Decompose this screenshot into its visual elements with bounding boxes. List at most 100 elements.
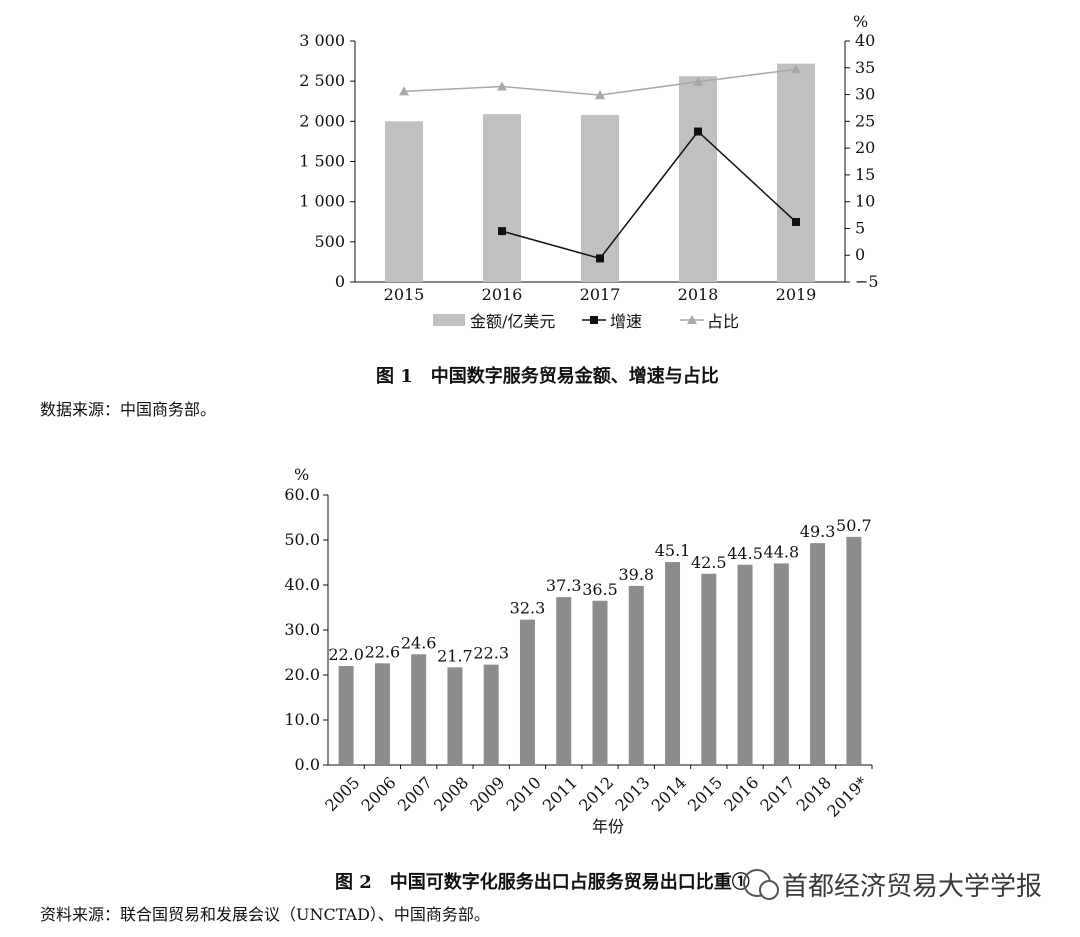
f2-bar: [338, 666, 354, 765]
f2-caption: 图 2 中国可数字化服务出口占服务贸易出口比重①: [335, 871, 750, 893]
f2-y-tick-label: 40.0: [284, 575, 320, 594]
f2-y-tick-label: 60.0: [284, 485, 320, 504]
f1-right-unit: %: [853, 12, 868, 31]
f2-bar: [411, 654, 427, 765]
f2-x-tick-label: 2005: [321, 773, 363, 815]
f2-y-tick-label: 20.0: [284, 665, 320, 684]
f1-right-tick-label: 35: [855, 58, 875, 77]
f2-bar: [628, 585, 644, 765]
f2-x-tick-label: 2009: [466, 773, 508, 815]
f2-bar-value-label: 49.3: [800, 522, 836, 541]
f1-right-tick-label: 5: [855, 218, 865, 237]
legend-amount-label: 金额/亿美元: [470, 312, 555, 331]
f1-right-tick-label: 25: [855, 111, 875, 130]
f2-bar: [773, 563, 789, 765]
f2-bar: [519, 619, 535, 765]
f1-left-tick-label: 2 500: [299, 71, 345, 90]
f2-bar: [665, 562, 681, 765]
f1-left-tick-label: 1 000: [299, 192, 345, 211]
f2-bar-value-label: 44.8: [764, 542, 800, 561]
f2-y-tick-label: 50.0: [284, 530, 320, 549]
f2-bar: [701, 573, 717, 765]
f1-right-tick-label: 30: [855, 85, 875, 104]
f2-bar: [846, 536, 862, 765]
f2-bar-value-label: 37.3: [546, 576, 582, 595]
f2-y-tick-label: 30.0: [284, 620, 320, 639]
legend-growth-marker: [590, 316, 598, 324]
f1-source-note: 数据来源：中国商务部。: [40, 400, 216, 419]
f2-bar-value-label: 45.1: [655, 541, 691, 560]
f2-bar-value-label: 44.5: [727, 544, 763, 563]
f2-bar-value-label: 50.7: [836, 516, 872, 535]
f2-x-tick-label: 2015: [684, 773, 726, 815]
f1-right-tick-label: 0: [855, 245, 865, 264]
f2-x-tick-label: 2008: [430, 773, 472, 815]
watermark-text: 首都经济贸易大学学报: [782, 872, 1042, 902]
f2-x-tick-label: 2013: [611, 773, 653, 815]
f2-bar-value-label: 22.3: [473, 644, 509, 663]
watermark: 首都经济贸易大学学报: [743, 869, 1042, 902]
f2-bar-value-label: 39.8: [618, 565, 654, 584]
f1-growth-point: [498, 227, 506, 236]
f1-left-tick-label: 1 500: [299, 152, 345, 171]
f1-left-tick-label: 0: [335, 272, 345, 291]
legend-share-label: 占比: [707, 312, 739, 331]
f1-caption: 图 1 中国数字服务贸易金额、增速与占比: [376, 365, 719, 387]
f1-right-tick-label: 40: [855, 31, 875, 50]
f1-x-tick-label: 2017: [580, 285, 621, 304]
f1-x-tick-label: 2015: [384, 285, 425, 304]
f1-right-tick-label: −5: [855, 272, 879, 291]
f1-share-point: [791, 64, 801, 74]
f2-x-tick-label: 2011: [539, 773, 581, 815]
f1-share-point: [693, 76, 703, 86]
f2-x-title: 年份: [592, 817, 624, 836]
f1-right-tick-label: 10: [855, 192, 875, 211]
f1-share-point: [497, 81, 507, 91]
f1-bar: [777, 63, 815, 283]
f1-left-tick-label: 500: [314, 232, 345, 251]
f2-bar-value-label: 24.6: [401, 633, 437, 652]
f2-x-tick-label: 2016: [720, 773, 762, 815]
f1-growth-point: [596, 254, 604, 263]
f2-bar-value-label: 42.5: [691, 553, 727, 572]
f2-bar: [483, 664, 499, 765]
f1-x-tick-label: 2016: [482, 285, 523, 304]
f1-share-point: [595, 90, 605, 100]
f2-bar: [447, 667, 463, 765]
f2-y-tick-label: 0.0: [295, 755, 320, 774]
f2-source-note: 资料来源：联合国贸易和发展会议（UNCTAD）、中国商务部。: [40, 905, 490, 924]
f1-share-point: [399, 86, 409, 96]
f2-bar: [810, 543, 826, 765]
f1-left-tick-label: 3 000: [299, 31, 345, 50]
f1-bar: [385, 121, 423, 282]
f2-x-tick-label: 2017: [756, 773, 798, 815]
f1-right-tick-label: 20: [855, 138, 875, 157]
legend-share-marker: [687, 315, 697, 324]
f2-bar: [556, 597, 572, 765]
f1-x-tick-label: 2019: [776, 285, 817, 304]
legend-growth-label: 增速: [610, 312, 642, 331]
f1-x-tick-label: 2018: [678, 285, 719, 304]
f2-bar-value-label: 22.6: [365, 642, 401, 661]
legend-bar-swatch: [433, 314, 465, 326]
wechat-icon-bubble: [759, 880, 779, 900]
f1-legend: 金额/亿美元 增速 占比: [433, 312, 739, 331]
f1-right-tick-label: 15: [855, 165, 875, 184]
f2-bar-value-label: 36.5: [582, 580, 618, 599]
f2-bar-value-label: 21.7: [437, 646, 473, 665]
f1-growth-line: [501, 130, 797, 260]
f2-x-tick-label: 2010: [503, 773, 545, 815]
f1-bar: [679, 76, 717, 282]
f2-x-tick-label: 2019*: [823, 773, 871, 821]
f2-bar-value-label: 32.3: [510, 599, 546, 618]
f2-x-tick-label: 2012: [575, 773, 617, 815]
f1-growth-point: [792, 218, 800, 227]
f1-left-tick-label: 2 000: [299, 111, 345, 130]
f2-y-tick-label: 10.0: [284, 710, 320, 729]
f2-x-tick-label: 2007: [394, 773, 436, 815]
f1-growth-point: [694, 127, 702, 136]
f2-bar: [737, 564, 753, 765]
f2-x-tick-label: 2014: [648, 773, 690, 815]
f2-x-tick-label: 2006: [357, 773, 399, 815]
